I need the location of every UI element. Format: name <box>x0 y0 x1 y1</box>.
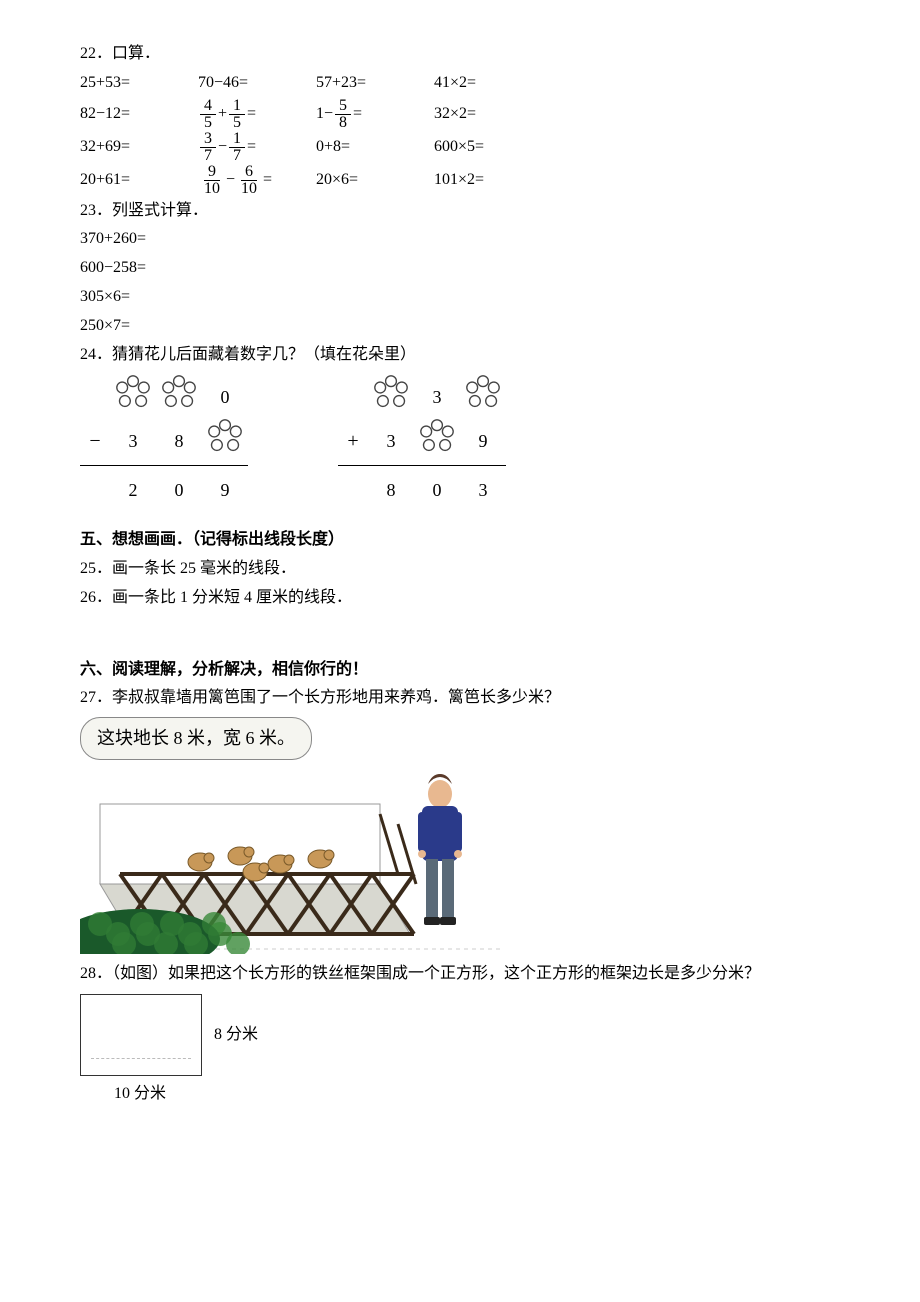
digit-cell: 0 <box>414 474 460 506</box>
digit-cell: 0 <box>156 474 202 506</box>
q22-cell: 41×2= <box>434 69 524 98</box>
digit-cell: 9 <box>202 474 248 506</box>
q27-scene <box>80 764 500 954</box>
q27-illustration <box>80 764 500 954</box>
q22-cell: 57+23= <box>316 69 406 98</box>
vertical-row: 803 <box>338 468 506 512</box>
q22-rows: 25+53= 70−46= 57+23= 41×2= 82−12= 45+15= 1−58=… <box>80 69 840 197</box>
digit-cell: 8 <box>156 425 202 457</box>
q22-cell: 32+69= <box>80 133 170 162</box>
flower-blank-icon <box>110 374 156 420</box>
q22-cell: 20+61= <box>80 166 170 195</box>
vertical-row: −38 <box>80 419 248 463</box>
q22-row: 20+61= 910−610= 20×6= 101×2= <box>80 164 840 197</box>
digit-cell: 3 <box>460 474 506 506</box>
q27-figure: 这块地长 8 米，宽 6 米。 <box>80 717 500 953</box>
q23-title: 23．列竖式计算． <box>80 197 840 226</box>
q28-bottom-label: 10 分米 <box>80 1080 200 1109</box>
q22-cell: 82−12= <box>80 100 170 129</box>
q27-speech-bubble: 这块地长 8 米，宽 6 米。 <box>80 717 312 759</box>
q23-lines: 370+260=600−258=305×6=250×7= <box>80 225 840 340</box>
q22-cell: 25+53= <box>80 69 170 98</box>
q28-figure: 8 分米 10 分米 <box>80 994 840 1109</box>
q28-dashed-line <box>91 1058 191 1059</box>
digit-cell: 2 <box>110 474 156 506</box>
q23-line: 305×6= <box>80 283 840 312</box>
operator-cell: + <box>338 423 368 459</box>
q28-right-label: 8 分米 <box>214 1021 258 1050</box>
digit-cell: 9 <box>460 425 506 457</box>
q22-cell: 101×2= <box>434 166 524 195</box>
q24-figure: 0−38209 3+39803 <box>80 375 840 512</box>
q22-cell: 37−17= <box>198 131 288 164</box>
q27-text: 27．李叔叔靠墙用篱笆围了一个长方形地用来养鸡．篱笆长多少米？ <box>80 684 840 713</box>
q24-right-column: 3+39803 <box>338 375 506 512</box>
flower-blank-icon <box>156 374 202 420</box>
q23-line: 250×7= <box>80 312 840 341</box>
operator-cell: − <box>80 423 110 459</box>
digit-cell: 0 <box>202 381 248 413</box>
digit-cell: 3 <box>368 425 414 457</box>
digit-cell: 3 <box>414 381 460 413</box>
section5-heading: 五、想想画画．（记得标出线段长度） <box>80 526 840 555</box>
q22-title: 22．口算． <box>80 40 840 69</box>
q22-cell: 1−58= <box>316 98 406 131</box>
q22-cell: 70−46= <box>198 69 288 98</box>
q28-rectangle <box>80 994 202 1076</box>
q22-cell: 45+15= <box>198 98 288 131</box>
flower-blank-icon <box>414 418 460 464</box>
q24-left-column: 0−38209 <box>80 375 248 512</box>
q22-row: 25+53= 70−46= 57+23= 41×2= <box>80 69 840 98</box>
q22-cell: 600×5= <box>434 133 524 162</box>
digit-cell: 8 <box>368 474 414 506</box>
flower-blank-icon <box>202 418 248 464</box>
q26-text: 26．画一条比 1 分米短 4 厘米的线段． <box>80 584 840 613</box>
vertical-row: 0 <box>80 375 248 419</box>
vertical-row: 209 <box>80 468 248 512</box>
digit-cell: 3 <box>110 425 156 457</box>
q25-text: 25．画一条长 25 毫米的线段． <box>80 555 840 584</box>
q22-cell: 32×2= <box>434 100 524 129</box>
q22-cell: 20×6= <box>316 166 406 195</box>
q22-row: 82−12= 45+15= 1−58= 32×2= <box>80 98 840 131</box>
section6-heading: 六、阅读理解，分析解决，相信你行的！ <box>80 656 840 685</box>
q23-line: 600−258= <box>80 254 840 283</box>
q22-row: 32+69= 37−17= 0+8= 600×5= <box>80 131 840 164</box>
vertical-row: 3 <box>338 375 506 419</box>
flower-blank-icon <box>368 374 414 420</box>
q23-line: 370+260= <box>80 225 840 254</box>
q28-text: 28．（如图）如果把这个长方形的铁丝框架围成一个正方形，这个正方形的框架边长是多… <box>80 960 840 989</box>
q22-cell: 0+8= <box>316 133 406 162</box>
q22-cell: 910−610= <box>198 164 288 197</box>
q24-title: 24．猜猜花儿后面藏着数字几？（填在花朵里） <box>80 341 840 370</box>
vertical-row: +3 9 <box>338 419 506 463</box>
flower-blank-icon <box>460 374 506 420</box>
